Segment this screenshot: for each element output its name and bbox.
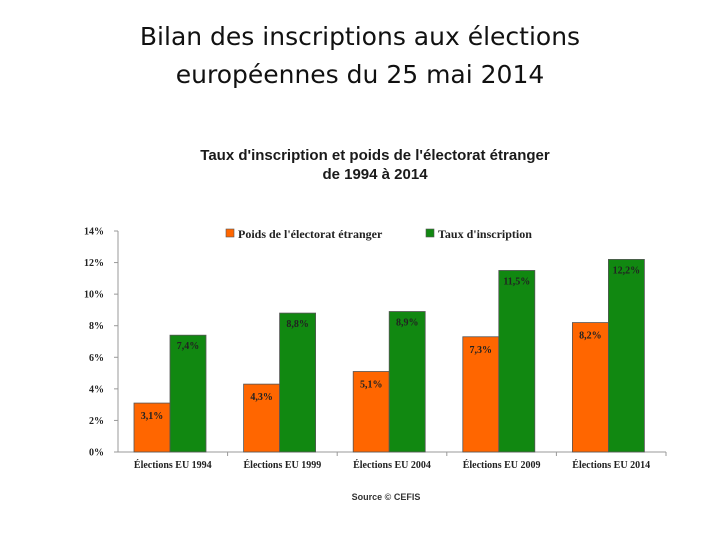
- data-label-taux: 7,4%: [177, 341, 200, 352]
- data-label-taux: 8,8%: [286, 319, 309, 330]
- data-label-taux: 12,2%: [613, 265, 641, 276]
- y-tick-label: 4%: [89, 384, 104, 395]
- bar-poids-etranger: [133, 402, 171, 453]
- y-tick-label: 8%: [89, 321, 104, 332]
- y-tick-label: 0%: [89, 448, 104, 459]
- x-category-label: Élections EU 1999: [244, 459, 322, 471]
- x-category-label: Élections EU 1994: [134, 459, 212, 471]
- data-label-taux: 11,5%: [503, 276, 530, 287]
- y-tick-label: 12%: [84, 258, 104, 269]
- slide-title-line-2: européennes du 25 mai 2014: [175, 60, 545, 89]
- data-label-poids: 5,1%: [360, 379, 383, 390]
- legend-label-poids: Poids de l'électorat étranger: [238, 227, 383, 241]
- legend-swatch-poids: [225, 228, 235, 238]
- bar-taux-inscription: [498, 270, 536, 453]
- legend-swatch-taux: [425, 228, 435, 238]
- bar-poids-etranger: [352, 371, 390, 453]
- data-label-poids: 8,2%: [579, 331, 602, 342]
- plot-area: 0% 2% 4% 6% 8% 10% 12% 14% 3,1% 7,4% Élections EU …: [84, 227, 667, 471]
- y-tick-label: 10%: [84, 290, 104, 301]
- x-category-label: Élections EU 2009: [463, 459, 541, 471]
- y-tick-label: 2%: [89, 416, 104, 427]
- chart-title-line-1: Taux d'inscription et poids de l'élector…: [200, 147, 550, 164]
- y-tick-label: 14%: [84, 227, 104, 238]
- slide-title: Bilan des inscriptions aux élections eur…: [60, 18, 660, 94]
- x-category-label: Élections EU 2004: [353, 459, 431, 471]
- data-label-taux: 8,9%: [396, 318, 419, 329]
- bar-taux-inscription: [608, 259, 645, 453]
- data-label-poids: 3,1%: [141, 411, 164, 422]
- bar-taux-inscription: [169, 334, 207, 453]
- chart-title-line-2: de 1994 à 2014: [322, 166, 428, 183]
- bar-poids-etranger: [572, 322, 609, 453]
- x-category-label: Élections EU 2014: [572, 459, 650, 471]
- y-tick-label: 6%: [89, 353, 104, 364]
- legend-label-taux: Taux d'inscription: [438, 227, 532, 241]
- bar-taux-inscription: [388, 311, 426, 453]
- bar-taux-inscription: [279, 312, 317, 453]
- source-note: Source © CEFIS: [352, 492, 421, 502]
- data-label-poids: 7,3%: [470, 345, 493, 356]
- slide-title-line-1: Bilan des inscriptions aux élections: [139, 22, 581, 51]
- bar-poids-etranger: [243, 383, 281, 453]
- data-label-poids: 4,3%: [250, 392, 273, 403]
